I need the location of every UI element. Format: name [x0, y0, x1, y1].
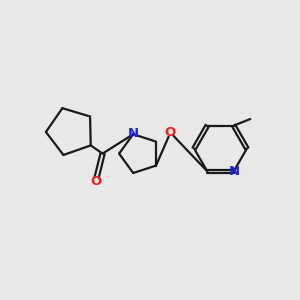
Text: O: O	[90, 175, 102, 188]
Text: O: O	[165, 126, 176, 139]
Text: N: N	[229, 166, 240, 178]
Text: N: N	[128, 127, 139, 140]
